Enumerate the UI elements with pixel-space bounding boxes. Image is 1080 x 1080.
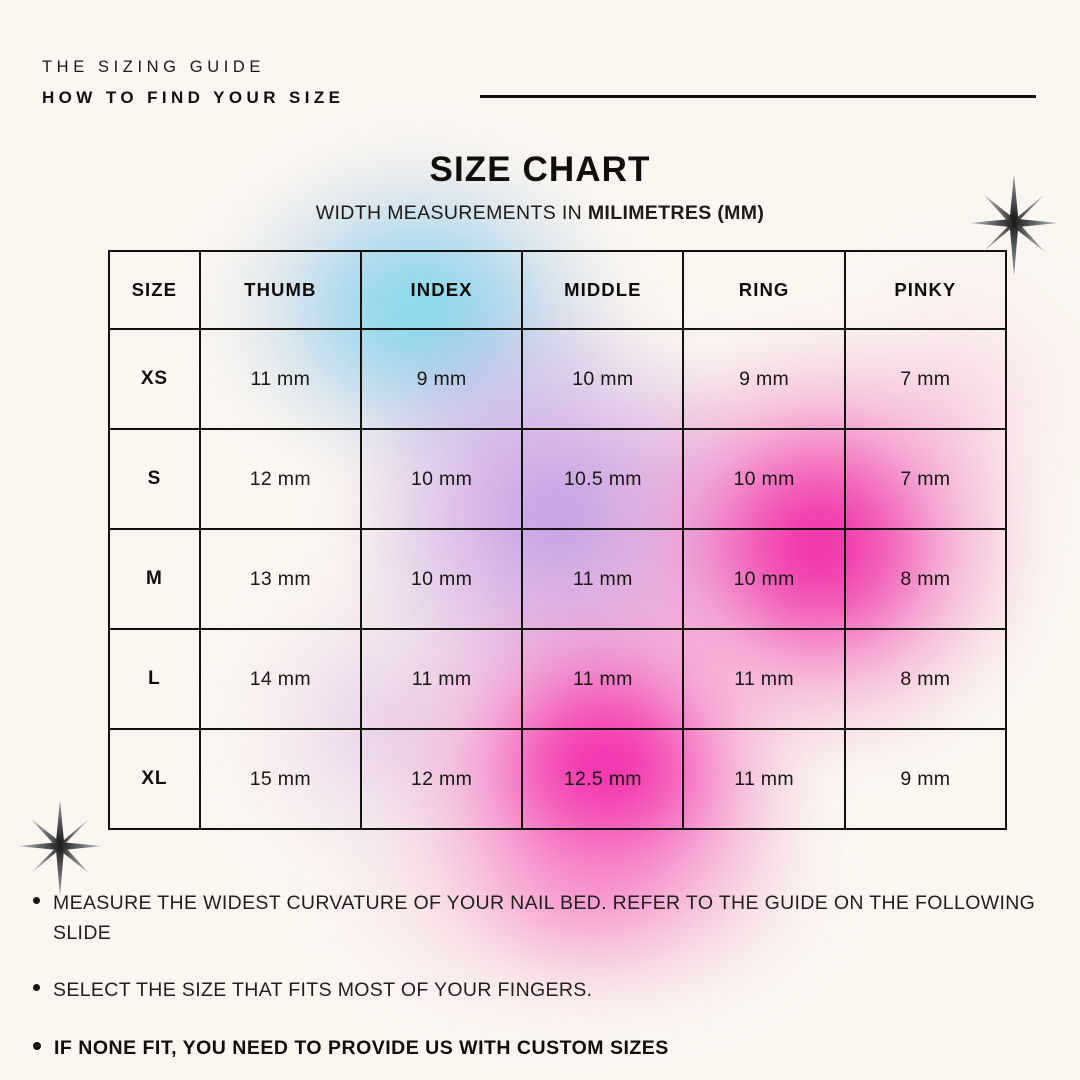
table-row: S 12 mm 10 mm 10.5 mm 10 mm 7 mm (108, 428, 1008, 530)
column-header-middle-label: MIDDLE (564, 279, 642, 300)
row-size-label: M (108, 528, 201, 630)
column-header-index-label: INDEX (410, 279, 473, 300)
instruction-text: IF NONE FIT, YOU NEED TO PROVIDE US WITH… (54, 1036, 669, 1059)
column-header-ring: RING (682, 250, 846, 330)
size-label-xl: XL (141, 768, 168, 789)
cell-l-pinky: 8 mm (843, 628, 1008, 730)
cell-l-middle: 11 mm (521, 628, 685, 730)
row-size-label: S (108, 428, 201, 530)
eyebrow-top-label: THE SIZING GUIDE (42, 58, 266, 76)
row-size-label: XS (108, 328, 201, 430)
cell-xl-ring: 11 mm (682, 728, 846, 830)
column-header-pinky-label: PINKY (894, 279, 957, 300)
size-label-s: S (147, 468, 162, 489)
table-row: XS 11 mm 9 mm 10 mm 9 mm 7 mm (108, 328, 1008, 430)
cell-xl-pinky: 9 mm (843, 728, 1008, 830)
column-header-index: INDEX (359, 250, 524, 330)
table-row: L 14 mm 11 mm 11 mm 11 mm 8 mm (108, 628, 1008, 730)
sparkle-icon (16, 798, 104, 903)
row-size-label: XL (108, 728, 201, 830)
row-size-label: L (108, 628, 201, 730)
cell-xl-thumb: 15 mm (198, 728, 362, 830)
title-block: SIZE CHART WIDTH MEASUREMENTS IN MILIMET… (0, 150, 1080, 225)
size-label-xs: XS (140, 368, 168, 389)
subtitle-strong-part: MILIMETRES (MM) (587, 201, 765, 224)
sparkle-icon (968, 172, 1060, 283)
cell-m-thumb: 13 mm (198, 528, 362, 630)
page-title: SIZE CHART (429, 150, 651, 189)
cell-xs-thumb: 11 mm (198, 328, 362, 430)
column-header-ring-label: RING (738, 279, 790, 300)
subtitle-normal-part: WIDTH MEASUREMENTS IN (315, 201, 588, 224)
list-item: MEASURE THE WIDEST CURVATURE OF YOUR NAI… (33, 888, 1045, 948)
size-chart-table: SIZE THUMB INDEX MIDDLE RING PINKY XS 11… (108, 250, 1008, 830)
bullet-dot-icon (33, 897, 40, 904)
cell-xs-middle: 10 mm (521, 328, 685, 430)
cell-s-ring: 10 mm (682, 428, 846, 530)
cell-m-index: 10 mm (359, 528, 524, 630)
cell-m-pinky: 8 mm (843, 528, 1008, 630)
cell-l-index: 11 mm (359, 628, 524, 730)
header-divider-rule (480, 95, 1036, 98)
cell-l-ring: 11 mm (682, 628, 846, 730)
cell-xs-index: 9 mm (359, 328, 524, 430)
cell-xl-index: 12 mm (359, 728, 524, 830)
list-item: IF NONE FIT, YOU NEED TO PROVIDE US WITH… (33, 1033, 1045, 1063)
column-header-size-label: SIZE (131, 279, 178, 300)
page-subtitle: WIDTH MEASUREMENTS IN MILIMETRES (MM) (0, 202, 1080, 225)
cell-xl-middle: 12.5 mm (521, 728, 685, 830)
cell-xs-ring: 9 mm (682, 328, 846, 430)
table-row: XL 15 mm 12 mm 12.5 mm 11 mm 9 mm (108, 728, 1008, 830)
bullet-dot-icon (33, 984, 40, 992)
header-eyebrow: THE SIZING GUIDE HOW TO FIND YOUR SIZE (42, 57, 344, 108)
column-header-middle: MIDDLE (521, 250, 685, 330)
cell-m-middle: 11 mm (521, 528, 685, 630)
list-item: SELECT THE SIZE THAT FITS MOST OF YOUR F… (33, 975, 1045, 1005)
cell-s-index: 10 mm (359, 428, 524, 530)
instruction-text: MEASURE THE WIDEST CURVATURE OF YOUR NAI… (53, 892, 1036, 945)
cell-s-thumb: 12 mm (198, 428, 362, 530)
size-label-l: L (148, 668, 161, 689)
table-body: XS 11 mm 9 mm 10 mm 9 mm 7 mm S 12 mm 10… (108, 328, 1008, 830)
cell-l-thumb: 14 mm (198, 628, 362, 730)
table-header: SIZE THUMB INDEX MIDDLE RING PINKY (108, 250, 1008, 330)
instruction-text: SELECT THE SIZE THAT FITS MOST OF YOUR F… (53, 979, 593, 1002)
instructions-list: MEASURE THE WIDEST CURVATURE OF YOUR NAI… (33, 888, 1045, 1080)
cell-s-middle: 10.5 mm (521, 428, 685, 530)
size-label-m: M (146, 568, 163, 589)
cell-m-ring: 10 mm (682, 528, 846, 630)
column-header-thumb: THUMB (198, 250, 362, 330)
column-header-size: SIZE (108, 250, 201, 330)
cell-xs-pinky: 7 mm (843, 328, 1008, 430)
column-header-thumb-label: THUMB (244, 279, 317, 300)
table-row: M 13 mm 10 mm 11 mm 10 mm 8 mm (108, 528, 1008, 630)
table-header-row: SIZE THUMB INDEX MIDDLE RING PINKY (108, 250, 1008, 330)
eyebrow-bottom-label: HOW TO FIND YOUR SIZE (42, 87, 345, 107)
bullet-dot-icon (33, 1041, 41, 1050)
cell-s-pinky: 7 mm (843, 428, 1008, 530)
